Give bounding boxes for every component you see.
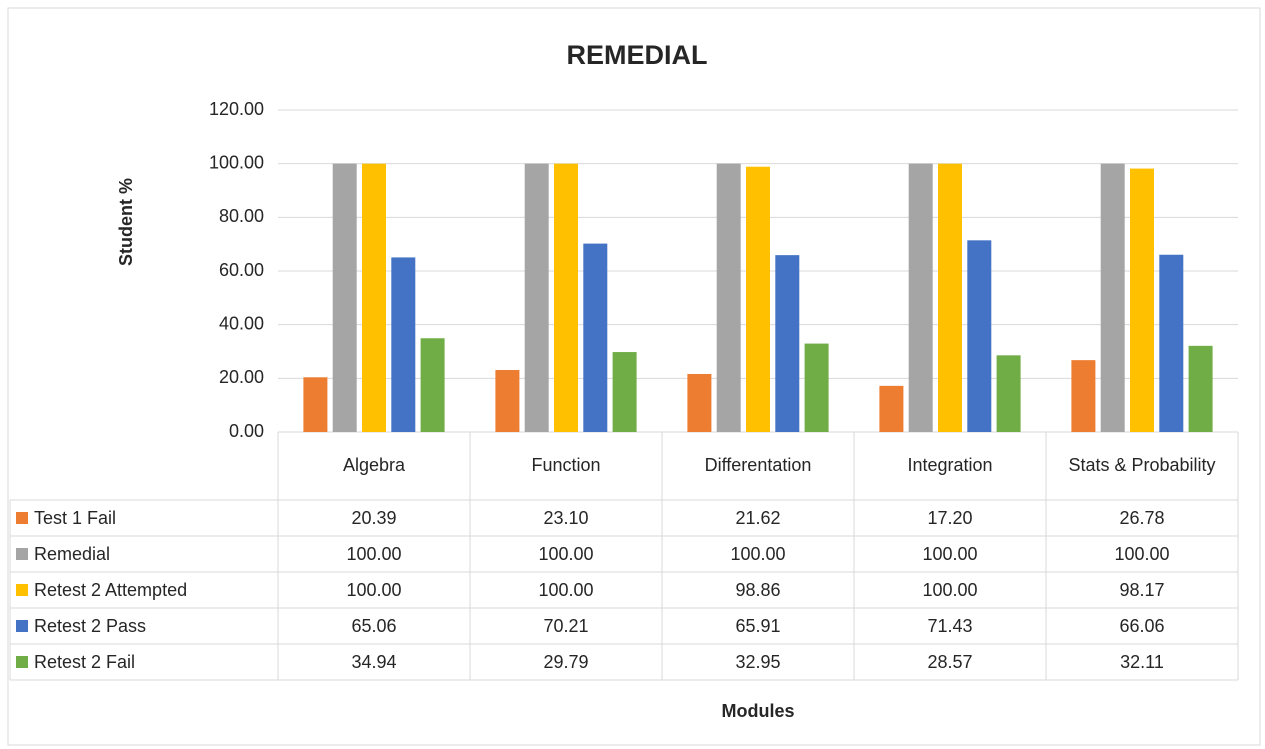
legend-swatch	[16, 584, 28, 596]
bar	[967, 240, 992, 432]
x-tick-label: Function	[531, 455, 601, 476]
x-tick-label: Stats & Probability	[1068, 455, 1216, 476]
legend-swatch	[16, 656, 28, 668]
bar	[612, 352, 637, 432]
bar	[938, 163, 962, 432]
data-label: 17.20	[927, 508, 972, 528]
y-tick-label: 40.00	[219, 313, 264, 333]
data-label: 100.00	[1114, 544, 1169, 564]
bar	[1159, 254, 1184, 432]
data-label: 32.11	[1120, 652, 1164, 672]
data-label: 28.57	[927, 652, 972, 672]
data-label: 100.00	[346, 580, 401, 600]
bar	[1071, 360, 1096, 432]
y-tick-label: 100.00	[209, 152, 264, 172]
y-tick-label: 0.00	[229, 421, 264, 441]
bar	[332, 163, 357, 432]
x-axis-title: Modules	[721, 701, 794, 721]
data-label: 98.17	[1119, 580, 1164, 600]
bar	[687, 373, 712, 432]
data-label: 100.00	[922, 544, 977, 564]
bar	[908, 163, 933, 432]
data-label: 65.91	[735, 616, 780, 636]
data-label: 29.79	[543, 652, 588, 672]
legend-label: Remedial	[34, 544, 110, 564]
x-tick-label-box: Integration	[907, 455, 993, 476]
x-tick-label: Integration	[907, 455, 993, 476]
legend-swatch	[16, 620, 28, 632]
chart-title: REMEDIAL	[567, 40, 708, 70]
bar	[716, 163, 741, 432]
legend-label: Retest 2 Pass	[34, 616, 146, 636]
legend-label: Test 1 Fail	[34, 508, 116, 528]
data-label: 100.00	[346, 544, 401, 564]
data-label: 26.78	[1119, 508, 1164, 528]
x-tick-label-box: Stats & Probability	[1068, 455, 1216, 476]
data-label: 98.86	[735, 580, 780, 600]
data-label: 66.06	[1119, 616, 1164, 636]
y-tick-label: 60.00	[219, 260, 264, 280]
x-tick-label-box: Differentation	[704, 455, 812, 476]
bar	[746, 166, 770, 433]
data-label: 100.00	[538, 544, 593, 564]
data-label: 21.62	[735, 508, 780, 528]
x-tick-label: Differentation	[704, 455, 812, 476]
bar	[1130, 168, 1154, 433]
bar	[495, 370, 520, 432]
data-label: 100.00	[730, 544, 785, 564]
bar	[879, 385, 904, 432]
legend-label: Retest 2 Fail	[34, 652, 135, 672]
bar	[1100, 163, 1125, 432]
data-label: 65.06	[351, 616, 396, 636]
bar	[996, 355, 1021, 432]
data-label: 100.00	[922, 580, 977, 600]
data-label: 71.43	[927, 616, 972, 636]
x-tick-label-box: Algebra	[342, 455, 406, 476]
data-label: 20.39	[351, 508, 396, 528]
x-tick-label-box: Function	[531, 455, 601, 476]
bar	[804, 343, 829, 432]
bar	[554, 163, 578, 432]
bar	[391, 257, 416, 432]
data-label: 34.94	[351, 652, 396, 672]
bar	[362, 163, 386, 432]
data-label: 32.95	[735, 652, 780, 672]
data-label: 100.00	[538, 580, 593, 600]
y-axis-title: Student %	[116, 178, 136, 266]
legend-swatch	[16, 512, 28, 524]
y-tick-label: 120.00	[209, 99, 264, 119]
data-label: 23.10	[543, 508, 588, 528]
y-tick-label: 20.00	[219, 367, 264, 387]
bar	[775, 255, 800, 432]
legend-label: Retest 2 Attempted	[34, 580, 187, 600]
legend-swatch	[16, 548, 28, 560]
bar	[303, 377, 328, 432]
bar	[420, 338, 445, 432]
bar	[1188, 345, 1213, 432]
y-tick-label: 80.00	[219, 206, 264, 226]
x-tick-label: Algebra	[342, 455, 406, 476]
bar	[583, 243, 608, 432]
data-label: 70.21	[543, 616, 588, 636]
bar	[524, 163, 549, 432]
